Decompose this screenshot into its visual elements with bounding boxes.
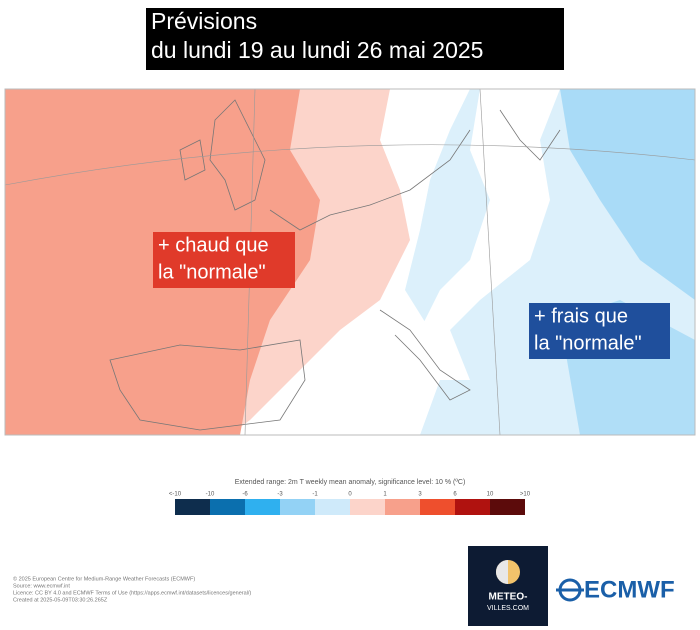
- colorbar-label: -6: [242, 492, 248, 498]
- coastlines: [109, 99, 561, 431]
- colorbar-segment: [315, 499, 350, 515]
- cold-label: la "normale": [534, 332, 642, 354]
- legend-caption: Extended range: 2m T weekly mean anomaly…: [235, 479, 466, 486]
- warm-label: la "normale": [158, 261, 266, 283]
- colorbar-segment: [280, 499, 315, 515]
- neutral-zone: [420, 89, 560, 380]
- colorbar-label: 6: [453, 492, 457, 498]
- colorbar-label: 3: [418, 492, 422, 498]
- ecmwf-logo-icon: [556, 578, 584, 602]
- cold-zone: [560, 89, 695, 300]
- colorbar-label: <-10: [169, 492, 182, 498]
- colorbar: <-10 -10 -6 -3 -1 0 1 3 6 10 >10: [169, 492, 531, 515]
- meteo-logo: [468, 546, 548, 626]
- meteo-logo-text: VILLES.COM: [487, 605, 529, 612]
- colorbar-label: 10: [487, 492, 494, 498]
- cold-label: + frais que: [534, 305, 628, 327]
- colorbar-label: 0: [348, 492, 352, 498]
- colorbar-label: -1: [312, 492, 318, 498]
- colorbar-segment: [490, 499, 525, 515]
- footer: © 2025 European Centre for Medium-Range …: [13, 575, 251, 603]
- title-box: [146, 8, 564, 70]
- colorbar-segment: [385, 499, 420, 515]
- colorbar-label: >10: [520, 492, 531, 498]
- colorbar-segment: [350, 499, 385, 515]
- warm-label-box: [153, 232, 295, 288]
- cold-label-box: [529, 303, 670, 359]
- footer-line: © 2025 European Centre for Medium-Range …: [13, 575, 195, 582]
- title-line: du lundi 19 au lundi 26 mai 2025: [151, 37, 483, 63]
- footer-line: Licence: CC BY 4.0 and ECMWF Terms of Us…: [13, 590, 251, 596]
- map-frame: [4, 88, 696, 436]
- map: + chaud que la "normale" + frais que la …: [4, 88, 696, 436]
- warm-label: + chaud que: [158, 234, 269, 256]
- colorbar-segment: [420, 499, 455, 515]
- footer-line: Source: www.ecmwf.int: [13, 583, 70, 589]
- colorbar-label: 1: [383, 492, 387, 498]
- title-line: Prévisions: [151, 8, 257, 34]
- colorbar-label: -3: [277, 492, 283, 498]
- colorbar-segment: [175, 499, 210, 515]
- footer-line: Created at 2025-05-09T03:30:26.265Z: [13, 597, 108, 603]
- colorbar-segment: [245, 499, 280, 515]
- colorbar-segment: [455, 499, 490, 515]
- meteo-logo-icon: [496, 560, 508, 584]
- ecmwf-logo-text: ECMWF: [584, 576, 675, 603]
- colorbar-segment: [210, 499, 245, 515]
- meteo-logo-text: METEO-: [489, 592, 528, 603]
- colorbar-label: -10: [206, 492, 215, 498]
